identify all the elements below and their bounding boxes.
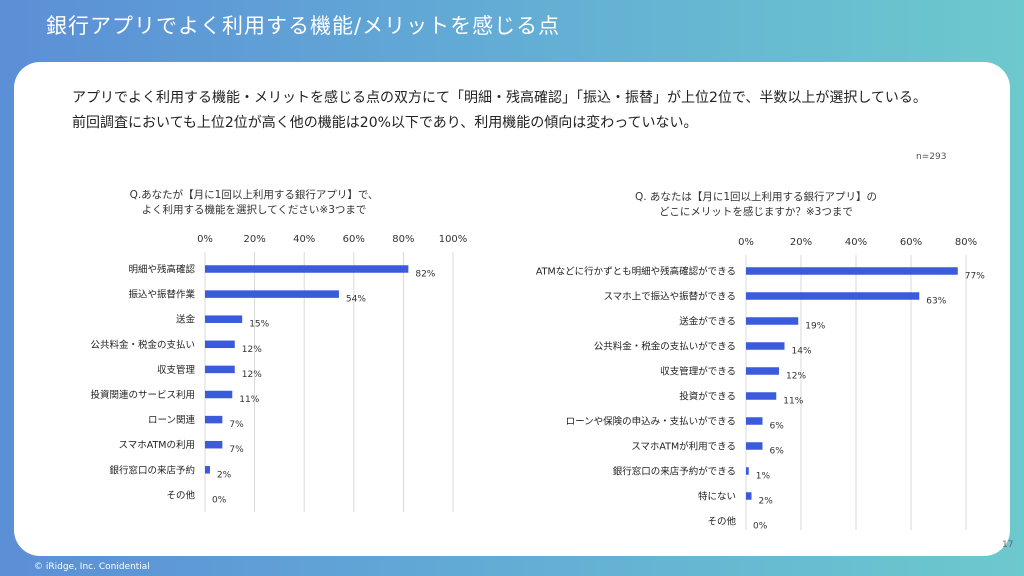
left-tick-label: 0%	[197, 234, 213, 245]
left-value-label: 12%	[242, 345, 262, 355]
left-tick-label: 80%	[392, 234, 414, 245]
left-value-label: 7%	[229, 445, 244, 455]
left-chart-question: Q.あなたが【月に1回以上利用する銀行アプリ】で、 よく利用する機能を選択してく…	[104, 188, 404, 218]
left-category-label: 投資関連のサービス利用	[90, 389, 195, 401]
left-bar	[205, 315, 243, 323]
slide-title: 銀行アプリでよく利用する機能/メリットを感じる点	[46, 14, 561, 38]
left-bar	[205, 290, 339, 298]
left-tick-label: 20%	[243, 234, 265, 245]
left-category-label: スマホATMの利用	[119, 439, 195, 451]
left-tick-label: 60%	[343, 234, 365, 245]
left-bar	[205, 440, 223, 449]
left-category-label: 明細や残高確認	[128, 264, 195, 276]
left-bar	[205, 265, 409, 273]
left-bar	[205, 415, 223, 424]
left-value-label: 82%	[415, 270, 435, 280]
left-value-label: 7%	[229, 420, 244, 430]
left-bar	[205, 466, 210, 474]
left-question-line-1: Q.あなたが【月に1回以上利用する銀行アプリ】で、	[129, 189, 379, 201]
left-question-line-2: よく利用する機能を選択してください※3つまで	[141, 204, 367, 216]
summary-text: アプリでよく利用する機能・メリットを感じる点の双方にて「明細・残高確認」「振込・…	[72, 90, 927, 131]
left-value-label: 15%	[249, 320, 269, 330]
left-bar	[205, 365, 235, 374]
right-question-line-2: どこにメリットを感じますか？※3つまで	[659, 206, 853, 218]
left-value-label: 2%	[217, 470, 232, 480]
right-chart-question: Q. あなたは【月に1回以上利用する銀行アプリ】の どこにメリットを感じますか？…	[606, 190, 906, 220]
left-bar	[205, 340, 235, 349]
sample-size: n=293	[916, 152, 947, 162]
left-category-label: 振込や振替作業	[128, 289, 195, 301]
left-category-label: ローン関連	[148, 414, 196, 426]
left-category-label: 収支管理	[157, 364, 196, 376]
left-value-label: 11%	[239, 395, 259, 405]
left-category-label: その他	[166, 489, 195, 501]
left-value-label: 12%	[242, 370, 262, 380]
right-question-line-1: Q. あなたは【月に1回以上利用する銀行アプリ】の	[634, 191, 878, 203]
content-card	[14, 62, 1010, 556]
left-category-label: 公共料金・税金の支払い	[90, 339, 195, 351]
left-tick-label: 40%	[293, 234, 315, 245]
left-category-label: 銀行窓口の来店予約	[109, 464, 195, 476]
left-tick-label: 100%	[439, 234, 468, 245]
left-value-label: 54%	[346, 295, 366, 305]
left-value-label: 0%	[212, 495, 227, 505]
page-number: 17	[1002, 540, 1014, 550]
footer-copyright: © iRidge, Inc. Conidential	[34, 562, 150, 572]
left-category-label: 送金	[176, 314, 196, 326]
left-bar	[205, 390, 233, 399]
